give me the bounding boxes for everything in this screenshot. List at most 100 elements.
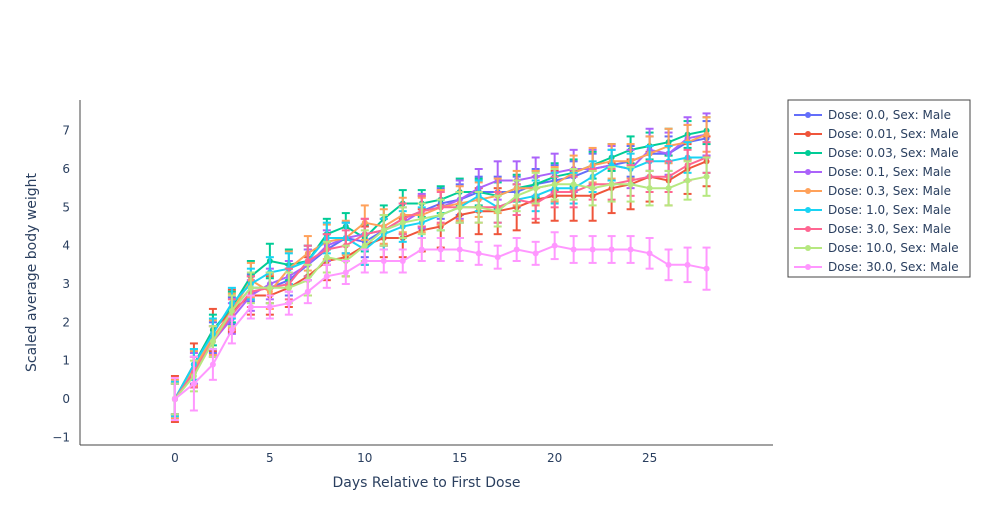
data-point (703, 173, 710, 180)
data-point (684, 261, 691, 268)
axes: 0 5 10 15 20 25 −1 0 1 2 3 4 5 6 7 (52, 100, 773, 465)
y-tick-label: 4 (62, 239, 70, 253)
data-point (589, 246, 596, 253)
data-point (247, 304, 254, 310)
data-point (703, 131, 710, 138)
data-point (456, 204, 463, 211)
x-tick-label: 15 (452, 451, 467, 465)
data-point (608, 181, 615, 188)
data-point (418, 246, 425, 253)
legend-swatch-marker (805, 112, 811, 118)
legend-swatch-marker (805, 169, 811, 175)
legend-item[interactable]: Dose: 0.3, Sex: Male (794, 184, 951, 198)
data-point (190, 380, 197, 387)
data-point (380, 227, 387, 234)
x-tick-label: 5 (266, 451, 274, 465)
y-tick-label: 2 (62, 315, 70, 329)
data-point (418, 215, 425, 222)
data-point (646, 185, 653, 192)
data-point (513, 192, 520, 199)
data-point (437, 246, 444, 253)
x-tick-label: 0 (171, 451, 179, 465)
data-point (570, 246, 577, 253)
legend-item[interactable]: Dose: 3.0, Sex: Male (794, 222, 951, 236)
data-point (304, 288, 311, 295)
data-point (703, 265, 710, 272)
legend-label: Dose: 3.0, Sex: Male (828, 222, 951, 236)
legend-swatch-marker (805, 150, 811, 156)
legend-label: Dose: 1.0, Sex: Male (828, 203, 951, 217)
legend-item[interactable]: Dose: 10.0, Sex: Male (794, 241, 959, 255)
data-point (323, 254, 330, 261)
data-point (399, 219, 406, 226)
legend-item[interactable]: Dose: 1.0, Sex: Male (794, 203, 951, 217)
data-point (285, 300, 292, 307)
x-tick-label: 20 (547, 451, 562, 465)
x-tick-label: 25 (642, 451, 657, 465)
legend-swatch-marker (805, 226, 811, 232)
data-point (627, 181, 634, 188)
data-point (380, 258, 387, 264)
data-point (456, 246, 463, 253)
legend-label: Dose: 10.0, Sex: Male (828, 241, 959, 255)
y-axis-title: Scaled average body weight (24, 172, 40, 372)
data-point (551, 242, 558, 249)
data-point (209, 361, 216, 368)
data-point (513, 246, 520, 253)
data-point (475, 204, 482, 211)
data-point (266, 284, 273, 291)
data-point (532, 185, 539, 192)
data-point (228, 307, 235, 314)
legend-item[interactable]: Dose: 30.0, Sex: Male (794, 260, 959, 274)
legend-swatch-marker (805, 188, 811, 194)
data-point (570, 181, 577, 188)
data-point (361, 242, 368, 249)
data-point (494, 208, 501, 215)
plot-area (170, 112, 711, 423)
data-point (684, 177, 691, 184)
legend-label: Dose: 0.3, Sex: Male (828, 184, 951, 198)
data-point (361, 258, 368, 264)
legend-label: Dose: 0.01, Sex: Male (828, 127, 959, 141)
legend-label: Dose: 0.0, Sex: Male (828, 108, 951, 122)
data-point (171, 396, 178, 402)
x-tick-label: 10 (357, 451, 372, 465)
data-point (228, 327, 235, 333)
legend-item[interactable]: Dose: 0.03, Sex: Male (794, 146, 959, 160)
data-point (589, 185, 596, 192)
legend[interactable]: Dose: 0.0, Sex: Male Dose: 0.01, Sex: Mal… (787, 99, 971, 278)
legend-label: Dose: 0.03, Sex: Male (828, 146, 959, 160)
series-8 (170, 231, 711, 422)
y-tick-label: 5 (62, 200, 70, 214)
legend-item[interactable]: Dose: 0.0, Sex: Male (794, 108, 951, 122)
y-tick-label: 3 (62, 277, 70, 291)
data-point (494, 254, 501, 261)
legend-item[interactable]: Dose: 0.1, Sex: Male (794, 165, 951, 179)
y-tick-label: 7 (62, 124, 70, 138)
data-point (285, 284, 292, 291)
legend-label: Dose: 30.0, Sex: Male (828, 260, 959, 274)
legend-label: Dose: 0.1, Sex: Male (828, 165, 951, 179)
data-point (475, 250, 482, 257)
legend-item[interactable]: Dose: 0.01, Sex: Male (794, 127, 959, 141)
data-point (342, 269, 349, 276)
data-point (665, 261, 672, 268)
y-tick-label: 0 (62, 392, 70, 406)
x-axis-title: Days Relative to First Dose (333, 475, 521, 491)
data-point (551, 181, 558, 188)
data-point (608, 246, 615, 253)
y-tick-label: 1 (62, 354, 70, 368)
data-point (304, 258, 311, 264)
data-point (532, 250, 539, 257)
data-point (399, 258, 406, 264)
data-point (646, 250, 653, 257)
legend-swatch-marker (805, 264, 811, 270)
data-point (209, 338, 216, 345)
data-point (323, 273, 330, 280)
data-point (437, 212, 444, 218)
data-point (247, 284, 254, 291)
legend-swatch-marker (805, 245, 811, 251)
data-point (627, 246, 634, 253)
data-point (266, 304, 273, 310)
